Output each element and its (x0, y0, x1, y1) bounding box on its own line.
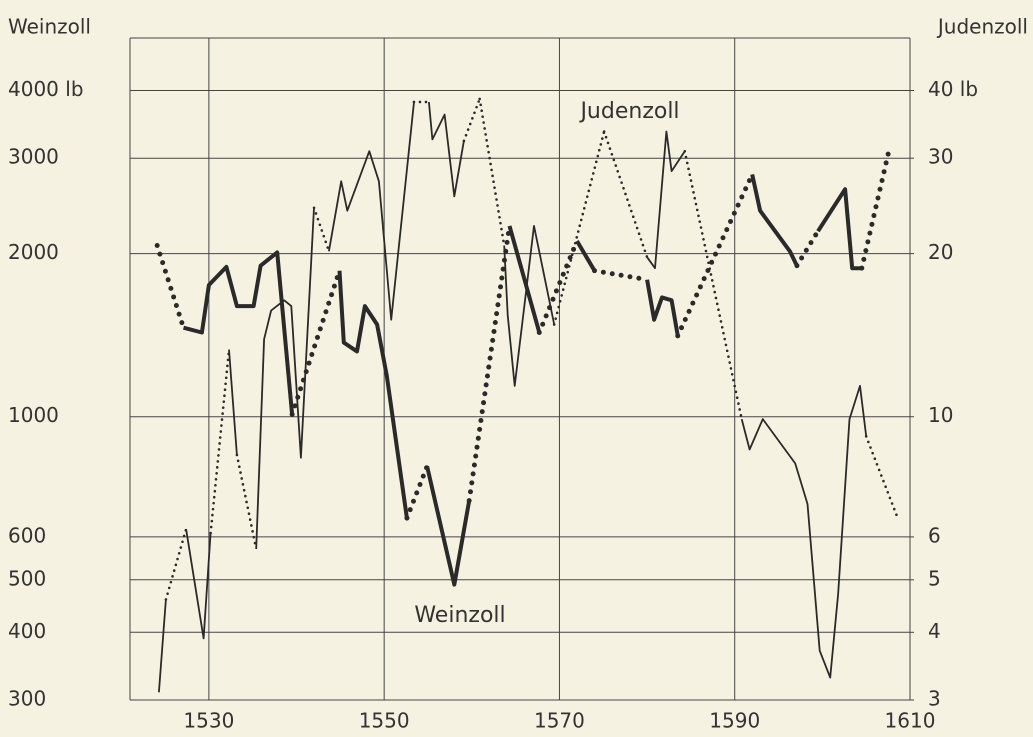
interpolated-segment (602, 130, 649, 259)
y2-tick-label: 3 (928, 687, 941, 711)
x-tick-label: 1570 (534, 709, 585, 733)
interpolated-segment (478, 97, 506, 247)
interpolated-segment (209, 348, 231, 535)
interpolated-segment (864, 435, 900, 520)
y-tick-label: 1000 (8, 403, 59, 427)
y-tick-label: 2000 (8, 240, 59, 264)
interpolated-segment (462, 97, 481, 143)
interpolated-segment (312, 206, 331, 253)
y2-tick-label: 10 (928, 403, 953, 427)
annotation: Judenzoll (578, 99, 679, 124)
x-tick-label: 1530 (183, 709, 234, 733)
interpolated-segment (536, 238, 580, 336)
series-line (159, 102, 898, 692)
y2-tick-label: 40 lb (928, 77, 978, 101)
x-tick-label: 1590 (709, 709, 760, 733)
interpolated-segment (235, 453, 258, 551)
y2-tick-label: 5 (928, 566, 941, 590)
interpolated-segment (154, 243, 186, 331)
interpolated-segment (794, 228, 821, 269)
y-axis-label: Weinzoll (8, 15, 91, 39)
y-tick-label: 4000 lb (8, 77, 84, 101)
series-line (184, 147, 890, 585)
interpolated-segment (289, 268, 342, 417)
y2-tick-label: 4 (928, 619, 941, 643)
interpolated-segment (552, 130, 606, 326)
y-tick-label: 400 (8, 619, 46, 643)
y2-tick-label: 20 (928, 240, 953, 264)
y-tick-label: 500 (8, 566, 46, 590)
y-tick-label: 300 (8, 687, 46, 711)
interpolated-segment (466, 223, 512, 504)
x-tick-label: 1550 (359, 709, 410, 733)
interpolated-segment (683, 149, 744, 421)
y2-tick-label: 30 (928, 145, 953, 169)
y2-axis-label: Judenzoll (936, 15, 1028, 39)
interpolated-segment (675, 171, 755, 339)
y-tick-label: 3000 (8, 145, 59, 169)
y-tick-label: 600 (8, 523, 46, 547)
annotation: Weinzoll (414, 603, 505, 628)
y2-tick-label: 6 (928, 523, 941, 547)
x-tick-label: 1610 (885, 709, 936, 733)
interpolated-segment (591, 268, 650, 283)
interpolated-segment (164, 527, 188, 601)
interpolated-segment (404, 463, 430, 521)
interpolated-segment (859, 144, 893, 271)
